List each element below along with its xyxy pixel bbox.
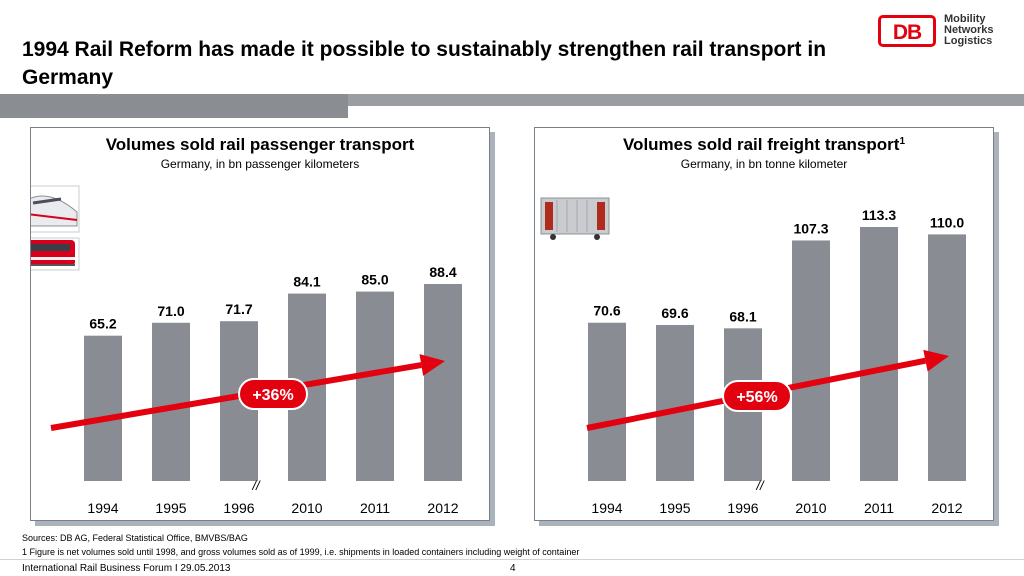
bar-series: 65.2 1994 71.0 1995 71.7 1996 84.1 2010 85.0 2011… [84, 264, 462, 516]
footer-event: International Rail Business Forum I 29.0… [22, 563, 231, 574]
bar [356, 291, 394, 481]
axis-break-mark: // [755, 478, 765, 493]
footnote-1: 1 Figure is net volumes sold until 1998,… [22, 547, 580, 557]
growth-arrow [50, 354, 445, 431]
x-tick-label: 2011 [864, 500, 894, 516]
bar [860, 227, 898, 481]
chart-title-text: Volumes sold rail freight transport [622, 135, 900, 154]
data-label: 69.6 [661, 305, 688, 321]
logo-tagline-line: Logistics [944, 35, 993, 47]
growth-arrow-head [923, 349, 949, 372]
x-tick-label: 2012 [931, 500, 962, 516]
data-label: 71.0 [157, 303, 184, 319]
data-label: 113.3 [862, 207, 896, 223]
db-logo-mark: DB [878, 15, 936, 47]
data-label: 68.1 [729, 308, 756, 324]
passenger-chart-svg: 65.2 1994 71.0 1995 71.7 1996 84.1 2010 85.0 2011… [31, 185, 462, 516]
regional-train-icon [31, 240, 75, 266]
growth-badge: +56% [722, 380, 792, 412]
x-tick-label: 1995 [155, 500, 186, 516]
growth-badge-pill [238, 378, 308, 410]
x-tick-label: 2010 [291, 500, 322, 516]
page-number: 4 [510, 563, 516, 574]
footer-divider [0, 559, 1024, 560]
growth-arrow-head [419, 354, 445, 376]
bar [792, 240, 830, 481]
x-tick-label: 2010 [795, 500, 826, 516]
x-tick-label: 1994 [591, 500, 622, 516]
x-tick-label: 2012 [427, 500, 458, 516]
logo-tagline-line: Mobility [944, 13, 986, 25]
data-label: 85.0 [361, 272, 388, 288]
chart-title-footnote-mark: 1 [899, 136, 905, 147]
freight-wagon-icon [540, 197, 610, 240]
bar [588, 322, 626, 481]
bar [656, 324, 694, 481]
data-label: 88.4 [429, 264, 456, 280]
bar [84, 335, 122, 481]
header-band-light [348, 94, 1024, 106]
growth-label: +36% [252, 387, 293, 404]
growth-label: +56% [736, 389, 777, 406]
chart-title: Volumes sold rail passenger transport [105, 135, 415, 154]
growth-badge-pill [722, 380, 792, 412]
page-title: 1994 Rail Reform has made it possible to… [22, 38, 827, 89]
bar [152, 322, 190, 481]
x-tick-label: 1994 [87, 500, 118, 516]
sources-note: Sources: DB AG, Federal Statistical Offi… [22, 533, 248, 543]
growth-arrow-shaft [50, 362, 422, 431]
db-logo-text: DB [892, 21, 922, 44]
db-logo: DB Mobility Networks Logistics [878, 14, 1018, 50]
data-label: 65.2 [89, 316, 116, 332]
bar [424, 284, 462, 481]
header-band-dark [0, 94, 348, 118]
x-tick-label: 1996 [727, 500, 758, 516]
x-tick-label: 2011 [360, 500, 390, 516]
freight-chart-panel: Volumes sold rail freight transport1 Ger… [534, 127, 994, 521]
data-label: 107.3 [793, 220, 828, 236]
passenger-chart-panel: Volumes sold rail passenger transport Ge… [30, 127, 490, 521]
freight-chart-svg: 70.6 1994 69.6 1995 68.1 1996 107.3 2010 113.3 20… [540, 197, 966, 516]
data-label: 84.1 [293, 274, 320, 290]
data-label: 70.6 [593, 303, 620, 319]
x-tick-label: 1995 [659, 500, 690, 516]
chart-title: Volumes sold rail freight transport1 [535, 135, 993, 155]
logo-tagline-line: Networks [944, 24, 994, 36]
bar-series: 70.6 1994 69.6 1995 68.1 1996 107.3 2010 113.3 20… [588, 207, 966, 516]
data-label: 71.7 [225, 301, 252, 317]
logo-tagline: Mobility Networks Logistics [944, 14, 994, 47]
chart-subtitle: Germany, in bn passenger kilometers [160, 157, 360, 171]
chart-subtitle: Germany, in bn tonne kilometer [680, 157, 848, 171]
x-tick-label: 1996 [223, 500, 254, 516]
axis-break-mark: // [251, 478, 261, 493]
growth-badge: +36% [238, 378, 308, 410]
data-label: 110.0 [930, 214, 964, 230]
